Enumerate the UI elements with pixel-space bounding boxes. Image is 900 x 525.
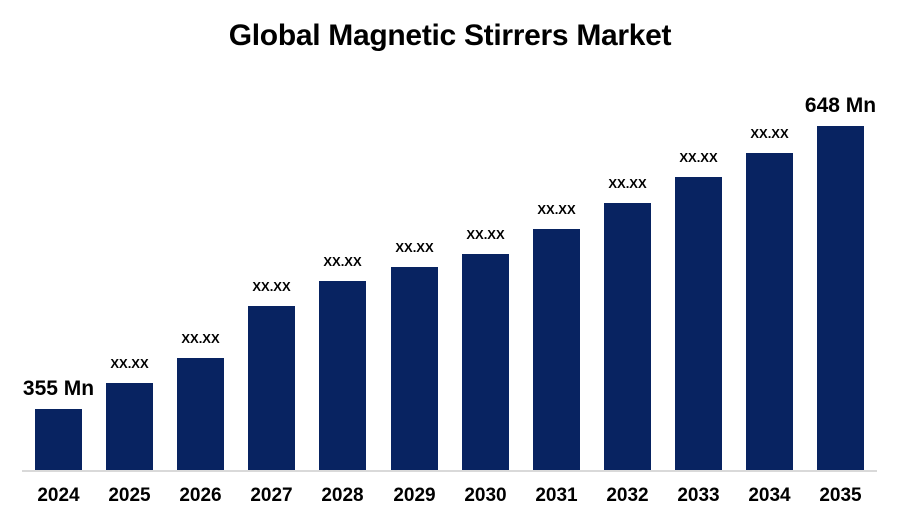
bar-value-label-2033: XX.XX: [679, 150, 718, 165]
x-axis-label-2025: 2025: [108, 485, 151, 506]
bar-value-label-2032: XX.XX: [608, 176, 647, 191]
x-axis-label-2024: 2024: [37, 485, 80, 506]
bar-2034: XX.XX: [746, 127, 793, 470]
chart-title: Global Magnetic Stirrers Market: [228, 19, 672, 52]
bar-value-label-2027: XX.XX: [252, 279, 291, 294]
bar-2028: XX.XX: [319, 255, 366, 470]
x-axis-label-2027: 2027: [250, 485, 293, 506]
x-axis-label-2026: 2026: [179, 485, 222, 506]
bar-2031: XX.XX: [533, 203, 580, 470]
bar-2030: XX.XX: [462, 228, 509, 470]
x-axis-label-2032: 2032: [606, 485, 649, 506]
bar-2035: 648 Mn: [805, 95, 876, 470]
bar-value-label-2028: XX.XX: [323, 254, 362, 269]
bar-value-label-2035: 648 Mn: [804, 94, 877, 117]
bar-value-label-2031: XX.XX: [537, 202, 576, 217]
bar-value-label-2025: XX.XX: [110, 356, 149, 371]
x-axis-label-2033: 2033: [677, 485, 720, 506]
bar-2029: XX.XX: [391, 241, 438, 470]
bar-value-label-2024: 355 Mn: [22, 377, 95, 400]
x-axis-label-2028: 2028: [321, 485, 364, 506]
x-axis-line: [22, 470, 877, 472]
bar-2033: XX.XX: [675, 151, 722, 470]
bar-value-label-2034: XX.XX: [750, 126, 789, 141]
x-axis-label-2030: 2030: [464, 485, 507, 506]
bar-2027: XX.XX: [248, 280, 295, 470]
bar-value-label-2030: XX.XX: [466, 227, 505, 242]
bar-2026: XX.XX: [177, 332, 224, 470]
bar-2025: XX.XX: [106, 357, 153, 470]
bar-value-label-2029: XX.XX: [395, 240, 434, 255]
x-axis-label-2029: 2029: [393, 485, 436, 506]
x-axis-label-2034: 2034: [748, 485, 791, 506]
bar-value-label-2026: XX.XX: [181, 331, 220, 346]
bar-2024: 355 Mn: [23, 378, 94, 470]
x-axis-label-2031: 2031: [535, 485, 578, 506]
x-axis-label-2035: 2035: [819, 485, 862, 506]
bar-2032: XX.XX: [604, 177, 651, 470]
